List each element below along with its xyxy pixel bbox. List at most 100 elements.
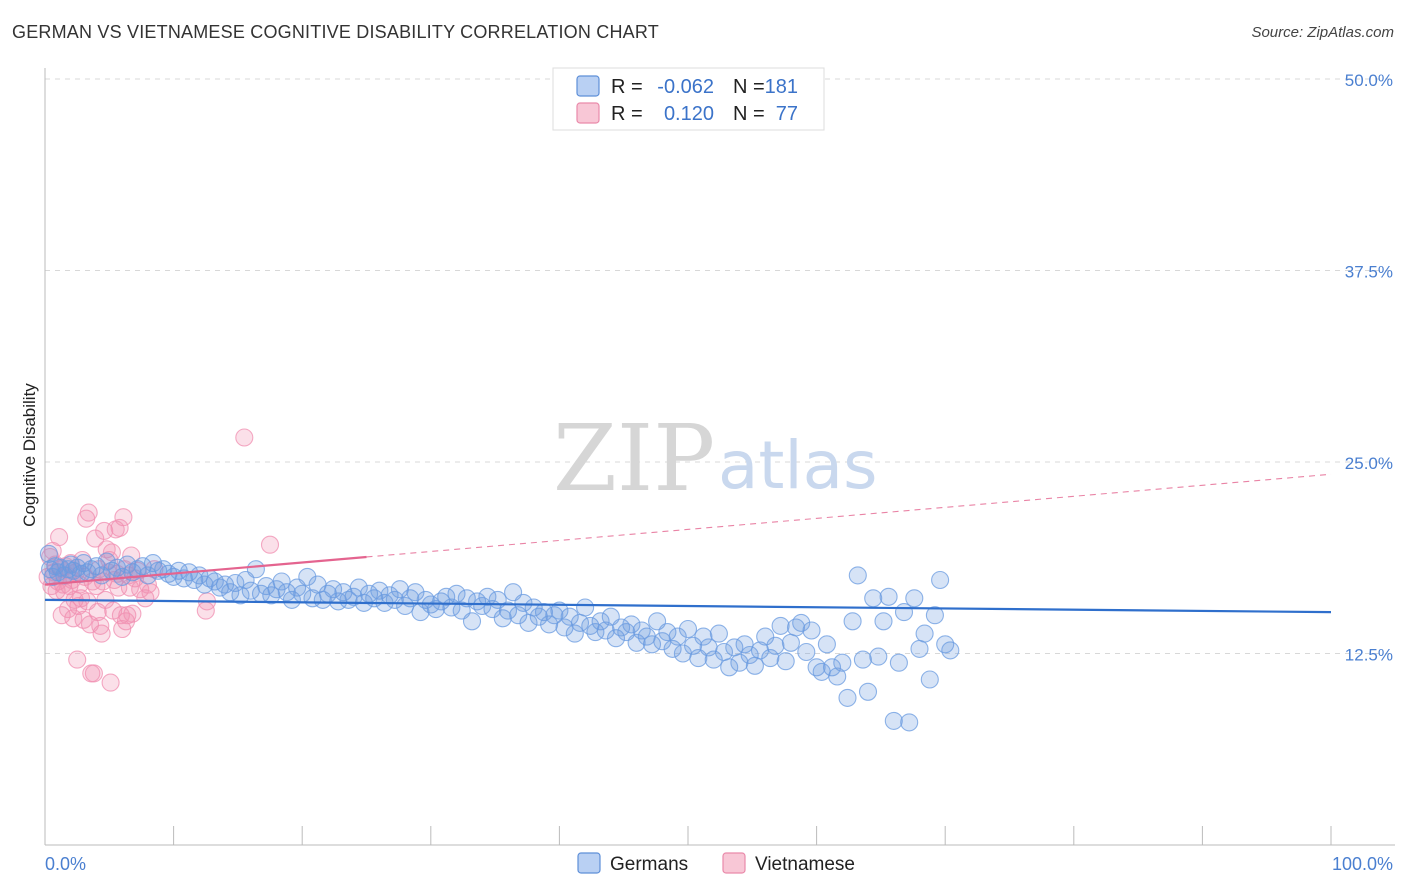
- y-tick-label: 12.5%: [1345, 646, 1393, 665]
- german-point: [82, 560, 101, 579]
- y-axis-title: Cognitive Disability: [20, 383, 39, 527]
- y-tick-label: 50.0%: [1345, 71, 1393, 90]
- legend-r-value: -0.062: [657, 76, 714, 98]
- german-point: [925, 606, 944, 625]
- german-point: [730, 653, 749, 672]
- vietnamese-point: [235, 428, 254, 447]
- german-point: [915, 624, 934, 643]
- german-point: [802, 621, 821, 640]
- german-point: [828, 667, 847, 686]
- germans-trend-line: [44, 598, 1332, 614]
- bottom-legend-vietnamese: Vietnamese: [755, 854, 855, 875]
- german-point: [771, 616, 790, 635]
- german-point: [596, 621, 615, 640]
- german-point: [246, 560, 265, 579]
- x-tick-labels: 0.0% 100.0%: [45, 854, 1393, 874]
- watermark-atlas: atlas: [718, 427, 878, 504]
- german-point: [889, 653, 908, 672]
- german-point: [524, 598, 543, 617]
- y-tick-label: 37.5%: [1345, 263, 1393, 282]
- german-point: [344, 587, 363, 606]
- vietnamese-point: [79, 503, 98, 522]
- german-point: [642, 635, 662, 654]
- german-point: [668, 627, 687, 646]
- vietnamese-trend-extension: [366, 473, 1332, 558]
- source-label: Source: ZipAtlas.com: [1251, 24, 1394, 41]
- vietnamese-point: [260, 535, 280, 554]
- german-point: [936, 635, 955, 654]
- german-point: [298, 567, 317, 586]
- german-point: [884, 711, 903, 730]
- german-point: [560, 607, 579, 626]
- vietnamese-point: [92, 624, 111, 643]
- german-point: [766, 636, 785, 655]
- german-point: [457, 589, 476, 608]
- german-point: [858, 682, 878, 701]
- german-point: [473, 596, 492, 616]
- watermark: ZIP atlas: [553, 405, 878, 512]
- german-point: [931, 570, 950, 590]
- german-point: [339, 590, 358, 609]
- legend-r-label: R =: [611, 103, 643, 125]
- vietnamese-point: [111, 606, 130, 625]
- legend-n-value: 77: [776, 103, 798, 125]
- chart-title: GERMAN VS VIETNAMESE COGNITIVE DISABILIT…: [12, 22, 659, 42]
- x-tick-label: 100.0%: [1332, 854, 1393, 874]
- vietnamese-point: [97, 540, 116, 559]
- x-tick-label: 0.0%: [45, 854, 86, 874]
- vietnamese-point: [84, 664, 103, 683]
- bottom-legend-swatch-germans: [577, 852, 601, 874]
- german-point: [853, 650, 872, 669]
- german-point: [781, 633, 800, 652]
- trend-lines: [44, 473, 1332, 614]
- german-point: [576, 598, 595, 617]
- german-point: [817, 635, 836, 654]
- german-point: [864, 589, 883, 608]
- watermark-zip: ZIP: [553, 405, 715, 512]
- german-point: [97, 552, 116, 571]
- legend-r-label: R =: [611, 76, 643, 98]
- bottom-legend-germans: Germans: [610, 854, 688, 875]
- legend-r-value: 0.120: [664, 103, 714, 125]
- german-point: [658, 623, 677, 642]
- german-point: [900, 713, 919, 732]
- german-point: [720, 658, 739, 677]
- vietnamese-point: [68, 650, 87, 669]
- vietnamese-point: [123, 604, 142, 623]
- german-point: [540, 615, 559, 634]
- german-point: [920, 670, 939, 689]
- german-point: [498, 601, 518, 620]
- vietnamese-point: [114, 508, 133, 527]
- vietnamese-point: [141, 583, 160, 602]
- german-point: [745, 656, 764, 675]
- german-point: [550, 601, 569, 620]
- german-point: [756, 627, 775, 646]
- german-point: [874, 612, 893, 631]
- vietnamese-point: [95, 521, 114, 540]
- y-tick-label: 25.0%: [1345, 454, 1393, 473]
- legend-swatch-germans: [576, 75, 600, 97]
- german-point: [406, 583, 425, 602]
- german-point: [869, 647, 888, 666]
- german-point: [735, 635, 754, 654]
- german-point: [272, 572, 291, 591]
- german-point: [740, 645, 759, 665]
- german-point: [437, 587, 456, 606]
- legend: R = -0.062 N = 181 R = 0.120 N = 77: [552, 67, 825, 131]
- german-point: [848, 566, 867, 585]
- german-point: [776, 652, 795, 671]
- legend-n-label: N =: [733, 103, 765, 125]
- vietnamese-point: [116, 612, 136, 631]
- german-point: [910, 639, 929, 658]
- axes: [44, 68, 1395, 846]
- german-point: [704, 650, 723, 669]
- german-point: [632, 621, 651, 640]
- vietnamese-point: [74, 610, 93, 629]
- german-point: [694, 627, 713, 646]
- german-point: [838, 688, 857, 707]
- germans-points: [39, 544, 960, 732]
- german-point: [514, 593, 533, 612]
- german-point: [822, 658, 842, 677]
- german-point: [390, 580, 409, 599]
